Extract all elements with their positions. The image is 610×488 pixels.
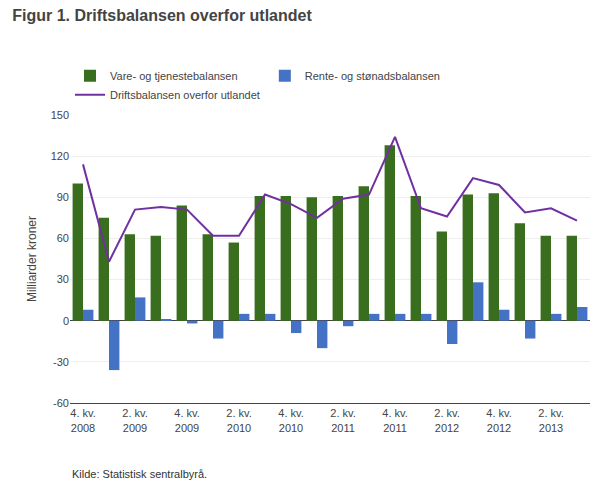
svg-text:4. kv.2011: 4. kv.2011 [382,407,407,433]
svg-text:60: 60 [57,232,69,244]
svg-text:4. kv.2010: 4. kv.2010 [278,407,303,433]
svg-text:4. kv.2009: 4. kv.2009 [174,407,199,433]
svg-text:-30: -30 [53,356,69,368]
svg-text:Milliarder kroner: Milliarder kroner [25,216,39,302]
svg-text:Vare- og tjenestebalansen: Vare- og tjenestebalansen [110,70,238,82]
svg-text:30: 30 [57,273,69,285]
svg-text:2. kv.2013: 2. kv.2013 [538,407,563,433]
svg-text:2. kv.2010: 2. kv.2010 [226,407,251,433]
svg-text:2. kv.2012: 2. kv.2012 [434,407,459,433]
svg-text:4. kv.2012: 4. kv.2012 [486,407,511,433]
svg-text:Kilde: Statistisk sentralbyrå.: Kilde: Statistisk sentralbyrå. [72,468,207,480]
svg-text:0: 0 [63,315,69,327]
svg-text:Driftsbalansen overfor utlande: Driftsbalansen overfor utlandet [110,89,260,101]
svg-text:150: 150 [51,109,69,121]
svg-text:Figur 1. Driftsbalansen overfo: Figur 1. Driftsbalansen overfor utlandet [12,7,312,24]
svg-text:2. kv.2011: 2. kv.2011 [330,407,355,433]
svg-text:90: 90 [57,191,69,203]
svg-text:4. kv.2008: 4. kv.2008 [70,407,95,433]
svg-text:2. kv.2009: 2. kv.2009 [122,407,147,433]
svg-text:Rente- og stønadsbalansen: Rente- og stønadsbalansen [305,70,440,82]
svg-text:-60: -60 [53,397,69,409]
svg-text:120: 120 [51,150,69,162]
